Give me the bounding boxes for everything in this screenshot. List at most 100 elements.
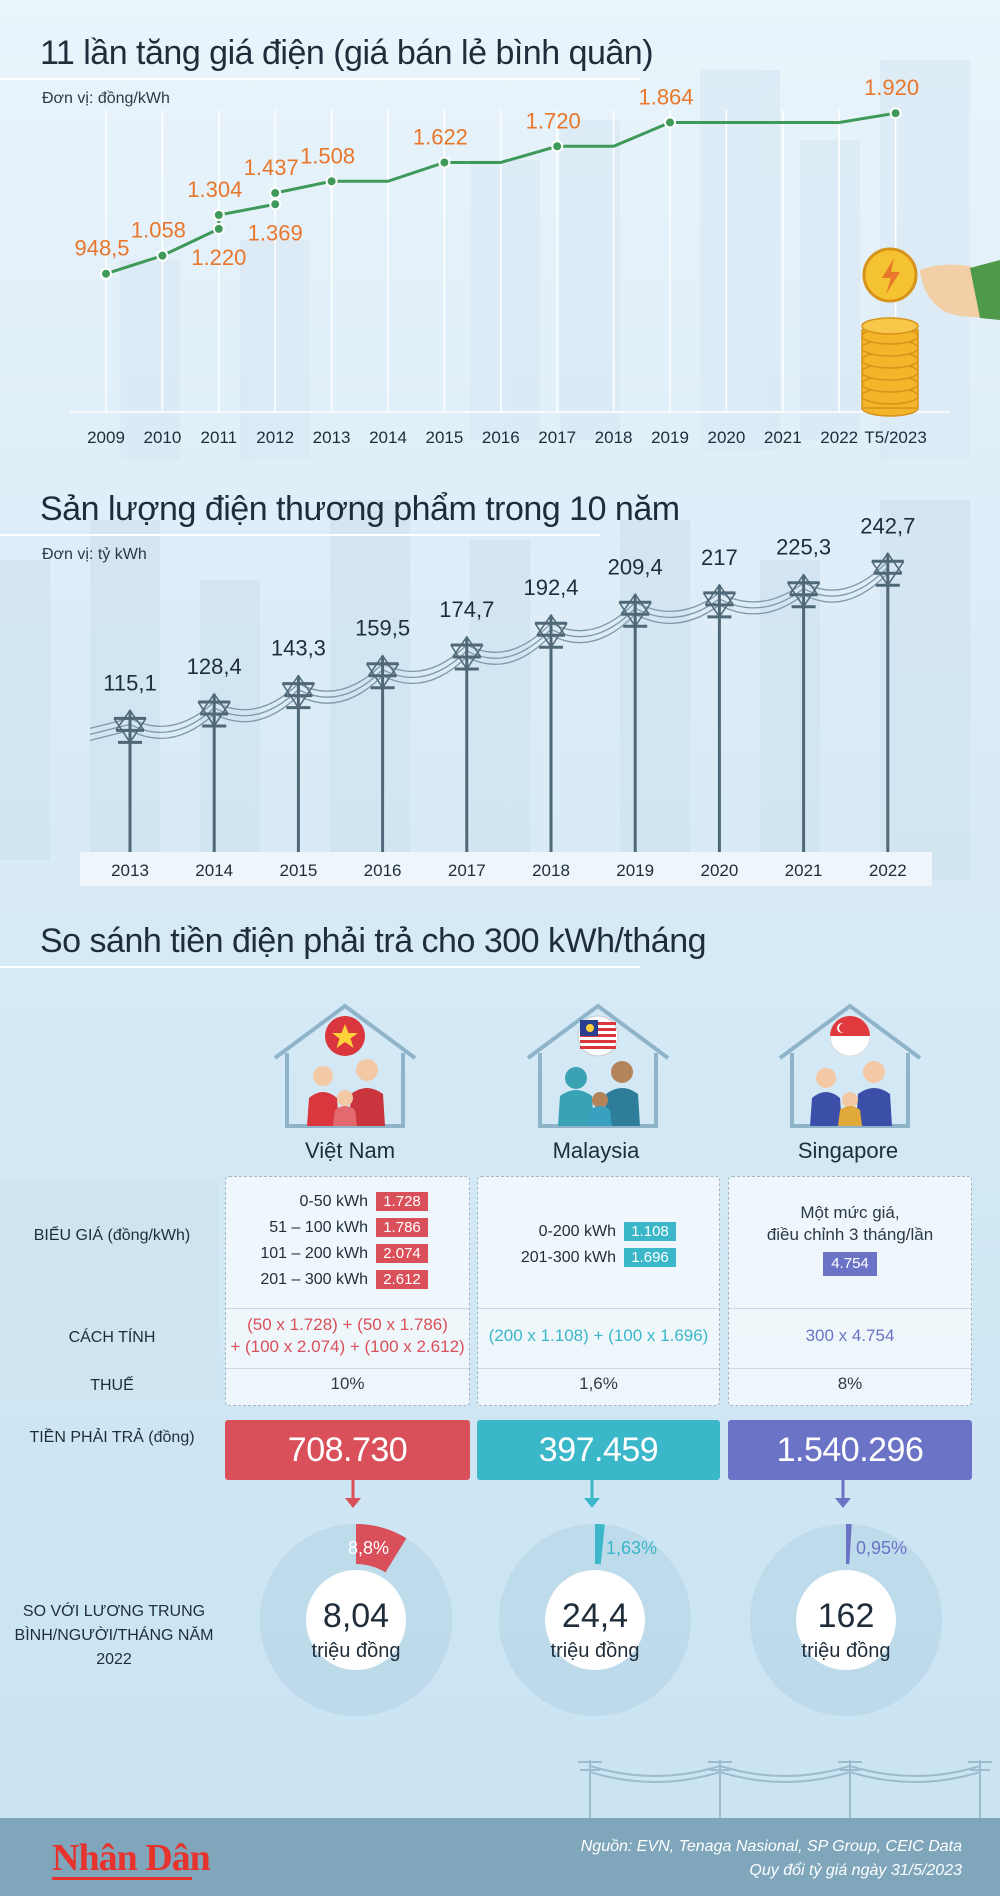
output-data-label: 209,4 [608, 554, 663, 579]
price-data-label: 1.508 [300, 143, 355, 168]
row-divider [478, 1368, 719, 1369]
salary-share-slice [356, 1524, 407, 1573]
tier-range: 51 – 100 kWh [269, 1218, 368, 1236]
x-tick-label: 2013 [111, 861, 149, 880]
output-data-label: 115,1 [103, 670, 156, 695]
row-label-column [0, 1180, 218, 1400]
source-note: Nguồn: EVN, Tenaga Nasional, SP Group, C… [580, 1838, 962, 1855]
tier-rate: 1.696 [624, 1248, 676, 1267]
singapore-method: 300 x 4.754 [805, 1326, 895, 1345]
x-tick-label: T5/2023 [864, 428, 926, 447]
x-tick-label: 2017 [538, 428, 576, 447]
row-divider [478, 1308, 719, 1309]
singapore-total: 1.540.296 [728, 1420, 972, 1480]
price-point [156, 249, 169, 262]
price-point [325, 175, 338, 188]
price-point [100, 267, 112, 280]
pylon-mark [534, 613, 568, 852]
power-lines-decoration [578, 1760, 992, 1818]
coin-stack-icon [861, 247, 1000, 417]
comparison-title: So sánh tiền điện phải trả cho 300 kWh/t… [40, 922, 707, 960]
vietnam-share-label: 8,8% [348, 1538, 390, 1558]
pylon-mark [197, 692, 231, 852]
pylon-mark [786, 573, 821, 852]
price-data-label: 1.864 [638, 84, 693, 109]
malaysia-panel [477, 1176, 720, 1406]
output-pylon-chart: 115,1 128,4 143,3 159,5 174,7 192,4 209,4 217 22… [80, 513, 932, 886]
vietnam-salary-unit: triệu đồng [311, 1640, 401, 1662]
output-data-label: 225,3 [776, 535, 831, 560]
x-tick-label: 2021 [785, 861, 823, 880]
title-underline [0, 78, 640, 80]
pylon-mark [618, 592, 652, 852]
salary-share-donuts [260, 1480, 942, 1716]
singapore-tax: 8% [837, 1374, 863, 1393]
price-point [438, 156, 451, 169]
x-tick-label: 2018 [595, 428, 633, 447]
vietnam-salary-value: 8,04 [322, 1597, 390, 1635]
malaysia-salary-value: 24,4 [561, 1597, 629, 1635]
price-data-label: 1.622 [413, 124, 468, 149]
malaysia-share-label: 1,63% [606, 1538, 658, 1558]
x-tick-label: 2022 [869, 861, 907, 880]
price-point [269, 198, 282, 211]
salary-donut-center [796, 1570, 896, 1670]
price-data-label: 1.369 [248, 220, 303, 245]
x-tick-label: 2021 [764, 428, 802, 447]
price-point [551, 140, 564, 153]
x-tick-label: 2019 [616, 861, 654, 880]
vietnam-method: (50 x 1.728) + (50 x 1.786) + (100 x 2.0… [225, 1314, 470, 1358]
row-divider [729, 1308, 971, 1309]
output-data-label: 143,3 [271, 636, 326, 661]
row-label-tariff: BIỂU GIÁ (đồng/kWh) [33, 1227, 191, 1244]
malaysia-salary-unit: triệu đồng [550, 1640, 640, 1662]
salary-donut-center [545, 1570, 645, 1670]
tier-range: 101 – 200 kWh [260, 1244, 368, 1262]
x-tick-label: 2020 [707, 428, 745, 447]
x-tick-label: 2010 [143, 428, 181, 447]
output-data-label: 174,7 [439, 597, 494, 622]
malaysia-tax: 1,6% [579, 1374, 618, 1393]
output-data-label: 159,5 [355, 616, 410, 641]
tier-range: 201-300 kWh [520, 1248, 616, 1266]
x-tick-label: 2014 [369, 428, 407, 447]
x-tick-label: 2012 [256, 428, 294, 447]
footer-bar [0, 1818, 1000, 1896]
price-point [212, 208, 225, 221]
salary-donut-center [306, 1570, 406, 1670]
nhan-dan-logo: Nhân Dân [52, 1837, 211, 1879]
x-tick-label: 2016 [364, 861, 402, 880]
malaysia-total: 397.459 [477, 1420, 720, 1480]
tier-rate: 4.754 [823, 1252, 877, 1276]
row-label-total: TIỀN PHẢI TRẢ (đồng) [29, 1429, 195, 1446]
price-point [664, 116, 676, 129]
x-tick-label: 2016 [482, 428, 520, 447]
price-data-label: 1.437 [244, 155, 299, 180]
arrow-head-icon [345, 1498, 361, 1508]
output-data-label: 192,4 [523, 575, 578, 600]
singapore-salary-value: 162 [817, 1597, 875, 1635]
x-tick-label: 2015 [279, 861, 317, 880]
x-tick-label: 2011 [201, 428, 238, 447]
year-axis-band [80, 852, 932, 886]
title-underline [0, 966, 640, 968]
vietnam-panel [225, 1176, 470, 1406]
output-data-label: 242,7 [860, 513, 915, 538]
tariff-note-line: điều chỉnh 3 tháng/lần [766, 1225, 934, 1244]
pylon-mark [450, 635, 484, 852]
tariff-tier: 0-50 kWh 1.728 [236, 1192, 428, 1211]
row-label-salary: SO VỚI LƯƠNG TRUNG BÌNH/NGƯỜI/THÁNG NĂM … [14, 1603, 214, 1668]
output-unit: Đơn vị: tỷ kWh [42, 546, 147, 563]
price-chart-title: 11 lần tăng giá điện (giá bán lẻ bình qu… [40, 34, 654, 72]
x-tick-label: 2013 [313, 428, 351, 447]
singapore-salary-unit: triệu đồng [801, 1640, 891, 1662]
singapore-tariff-note: Một mức giá, điều chỉnh 3 tháng/lần 4.75… [728, 1202, 972, 1276]
title-underline [0, 534, 600, 536]
price-point [269, 187, 282, 200]
price-point [889, 107, 902, 120]
price-data-label: 1.720 [526, 108, 581, 133]
tariff-tier: 101 – 200 kWh 2.074 [236, 1244, 428, 1263]
price-data-label: 1.058 [131, 218, 186, 243]
country-name-singapore: Singapore [797, 1138, 899, 1163]
